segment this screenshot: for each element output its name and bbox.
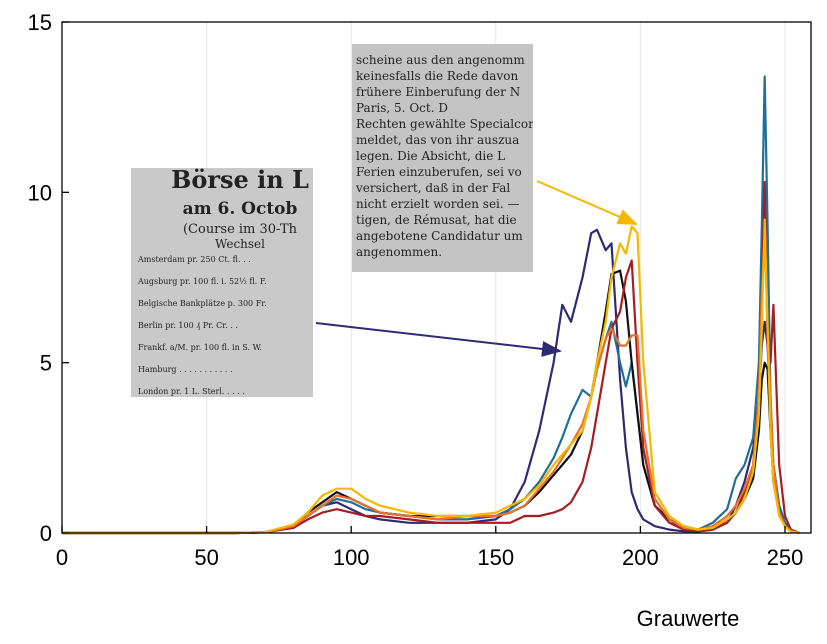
inset-line: nicht erzielt worden sei. —: [356, 197, 520, 211]
inset-line: Amsterdam pr. 250 Ct. fl. . .: [137, 255, 251, 264]
inset-text: scheine aus den angenomm keinesfalls die …: [355, 53, 534, 259]
y-tick-label: 5: [40, 351, 52, 376]
inset-line: am 6. Octob: [183, 199, 298, 219]
inset-line: Börse in L: [171, 165, 309, 194]
inset-line: Frankf. a/M. pr. 100 fl. in S. W.: [138, 343, 262, 352]
inset-line: Hamburg . . . . . . . . . . .: [138, 365, 233, 374]
data-line: [62, 75, 800, 535]
x-tick-label: 50: [194, 545, 218, 570]
inset-line: Belgische Bankplätze p. 300 Fr.: [138, 299, 267, 308]
inset-image: scheine aus den angenomm keinesfalls die …: [352, 44, 534, 272]
inset-line: Rechten gewählte Specialcor: [356, 117, 534, 131]
inset-line: angenommen.: [356, 245, 442, 259]
inset-text: Börse in L am 6. Octob (Course im 30-ThWec…: [137, 165, 309, 396]
y-tick-label: 0: [40, 521, 52, 546]
inset-line: Wechsel: [215, 237, 265, 251]
y-tick-label: 10: [28, 180, 52, 205]
inset-image: Börse in L am 6. Octob (Course im 30-ThWec…: [131, 165, 313, 397]
inset-line: tigen, de Rémusat, hat die: [356, 213, 517, 227]
x-tick-label: 150: [477, 545, 514, 570]
x-axis-label: Grauwerte: [637, 606, 740, 631]
inset-line: angebotene Candidatur um: [356, 229, 523, 243]
inset-line: frühere Einberufung der N: [356, 85, 520, 99]
x-tick-label: 250: [767, 545, 804, 570]
inset-line: Paris, 5. Oct. D: [356, 101, 448, 115]
plot-frame: [61, 21, 812, 534]
lines: [62, 75, 800, 535]
y-tick-label: 15: [28, 10, 52, 35]
x-tick-label: 200: [622, 545, 659, 570]
ticks: 0 50 100 150 200 250 0 5 10 15: [28, 10, 804, 570]
inset-line: meldet, das von ihr auszua: [356, 133, 519, 147]
inset-background: [131, 168, 313, 397]
inset-line: keinesfalls die Rede davon: [356, 69, 518, 83]
inset-line: scheine aus den angenomm: [356, 53, 525, 67]
inset-line: (Course im 30-Th: [183, 222, 298, 237]
inset-line: Berlin pr. 100 ₰ Pr. Cr. . .: [138, 321, 238, 330]
x-tick-label: 100: [333, 545, 370, 570]
inset-line: versichert, daß in der Fal: [355, 181, 510, 195]
arrow: [536, 180, 638, 225]
inset-line: Ferien einzuberufen, sei vo: [356, 165, 522, 179]
inset-line: London pr. 1 L. Sterl. . . . .: [138, 387, 245, 396]
inset-line: Augsburg pr. 100 fl. i. 52½ fl. F.: [137, 277, 267, 286]
arrow: [315, 322, 562, 357]
x-tick-label: 0: [56, 545, 68, 570]
inset-line: legen. Die Absicht, die L: [356, 149, 505, 163]
inset-background: [352, 44, 533, 272]
data-line: [62, 218, 800, 535]
